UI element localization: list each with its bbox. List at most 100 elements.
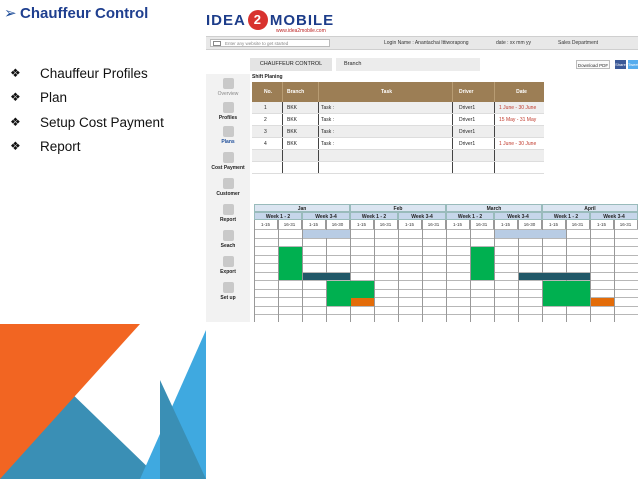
slide-heading: ➢ Chauffeur Control: [4, 4, 148, 23]
sidebar-item-label: Overview: [217, 91, 239, 97]
sidebar-item-label: Seach: [220, 243, 236, 249]
logo-digit: 2: [247, 10, 268, 30]
cell-branch: [282, 150, 318, 161]
cell-driver: [452, 150, 494, 161]
cell-driver: Driver1: [452, 126, 494, 137]
cell-task: Task :: [318, 138, 452, 149]
gantt-month-header: April: [542, 204, 638, 212]
customer-icon: [222, 178, 234, 189]
share-button[interactable]: Share: [615, 60, 626, 69]
gantt-day-range: 16-31: [614, 220, 638, 229]
sidebar-item-cost-payment[interactable]: Cost Payment: [206, 152, 250, 171]
gantt-week-header: Week 3-4: [398, 212, 446, 220]
gantt-bar[interactable]: [303, 230, 350, 238]
branch-selector[interactable]: Branch: [336, 58, 480, 71]
sidebar-item-overview[interactable]: Overview: [206, 78, 250, 97]
sidebar-item-label: Export: [220, 269, 236, 275]
gantt-day-range: 1-15: [254, 220, 278, 229]
gantt-day-range: 1-15: [446, 220, 470, 229]
cell-branch: BKK: [282, 102, 318, 113]
gantt-day-range: 16-31: [422, 220, 446, 229]
sidebar-item-report[interactable]: Report: [206, 204, 250, 223]
sidebar: Overview Profiles Plans Cost Payment Cus…: [206, 74, 250, 322]
gantt-day-range: 1-15: [350, 220, 374, 229]
app-screenshot: IDEA 2 MOBILE www.idea2mobile.com Enter …: [206, 0, 638, 322]
sidebar-item-customer[interactable]: Customer: [206, 178, 250, 197]
sidebar-item-plans[interactable]: Plans: [206, 126, 250, 145]
gantt-bar[interactable]: [351, 298, 374, 306]
gantt-column-line: [470, 220, 471, 322]
gantt-column-line: [374, 220, 375, 322]
table-row[interactable]: 1 BKK Task : Driver1 1 June - 30 June: [252, 102, 544, 114]
table-row[interactable]: [252, 150, 544, 162]
bullet-item: ❖ Plan: [10, 88, 67, 106]
diamond-bullet-icon: ❖: [10, 90, 21, 104]
logo-text-right: MOBILE: [269, 11, 335, 29]
bullet-text: Report: [40, 138, 81, 154]
cell-no: [252, 150, 282, 161]
cell-date: 1 June - 30 June: [494, 102, 544, 113]
brand-logo: IDEA 2 MOBILE: [206, 6, 334, 34]
cell-task: [318, 162, 452, 173]
gantt-month-header: March: [446, 204, 542, 212]
gantt-column-line: [278, 220, 279, 322]
gantt-bar[interactable]: [303, 272, 350, 280]
gantt-bar[interactable]: [495, 230, 566, 238]
bullet-item: ❖ Chauffeur Profiles: [10, 64, 148, 82]
tweet-button[interactable]: Tweet: [628, 60, 638, 69]
gantt-week-header: Week 1 - 2: [254, 212, 302, 220]
gantt-day-range: 16-30: [326, 220, 350, 229]
gantt-bar[interactable]: [471, 247, 494, 280]
gantt-bar[interactable]: [591, 298, 614, 306]
cell-task: [318, 150, 452, 161]
gantt-column-line: [350, 220, 351, 322]
bullet-item: ❖ Report: [10, 137, 81, 155]
sidebar-item-export[interactable]: Export: [206, 256, 250, 275]
cell-driver: Driver1: [452, 138, 494, 149]
sidebar-item-label: Plans: [221, 139, 235, 145]
logo-text-left: IDEA: [206, 11, 246, 29]
cell-no: 2: [264, 116, 267, 123]
gantt-bar[interactable]: [543, 281, 590, 306]
setup-icon: [222, 282, 234, 293]
gantt-column-line: [518, 220, 519, 322]
diamond-bullet-icon: ❖: [10, 115, 21, 129]
sidebar-item-label: Customer: [216, 191, 240, 197]
table-row[interactable]: 3 BKK Task : Driver1: [252, 126, 544, 138]
arrow-bullet-icon: ➢: [4, 5, 17, 22]
login-name: Login Name : Anantachai Ittiworapong: [384, 40, 469, 46]
gantt-week-header: Week 1 - 2: [350, 212, 398, 220]
table-row[interactable]: 2 BKK Task : Driver1 15 May - 31 May: [252, 114, 544, 126]
sidebar-item-search[interactable]: Seach: [206, 230, 250, 249]
sidebar-item-label: Profiles: [218, 115, 238, 121]
url-input[interactable]: Enter any website to get started: [210, 39, 330, 47]
gantt-week-header: Week 1 - 2: [446, 212, 494, 220]
gantt-column-line: [590, 220, 591, 322]
logo-tagline: www.idea2mobile.com: [276, 28, 326, 34]
table-row[interactable]: 4 BKK Task : Driver1 1 June - 30 June: [252, 138, 544, 150]
table-row[interactable]: [252, 162, 544, 174]
diamond-bullet-icon: ❖: [10, 139, 21, 153]
report-icon: [222, 204, 234, 215]
gantt-week-header: Week 3-4: [590, 212, 638, 220]
profile-icon: [222, 102, 234, 113]
shift-table-header: No. Branch Task Driver Date: [252, 82, 544, 102]
gantt-column-line: [302, 220, 303, 322]
url-placeholder: Enter any website to get started: [225, 41, 289, 46]
gantt-month-header: Jan: [254, 204, 350, 212]
bullet-item: ❖ Setup Cost Payment: [10, 113, 164, 131]
gantt-column-line: [254, 220, 255, 322]
gantt-bar[interactable]: [279, 247, 302, 280]
gantt-column-line: [446, 220, 447, 322]
sidebar-item-setup[interactable]: Set up: [206, 282, 250, 301]
download-pdf-button[interactable]: Download PDF: [576, 60, 610, 69]
gantt-column-line: [566, 220, 567, 322]
column-header-no: No.: [264, 89, 273, 95]
gantt-bar[interactable]: [519, 272, 590, 280]
sidebar-item-label: Report: [219, 217, 237, 223]
bullet-text: Setup Cost Payment: [40, 114, 164, 130]
sidebar-item-profiles[interactable]: Profiles: [206, 102, 250, 121]
department-label: Sales Department: [558, 40, 599, 46]
search-icon: [222, 230, 234, 241]
gantt-day-range: 1-15: [590, 220, 614, 229]
